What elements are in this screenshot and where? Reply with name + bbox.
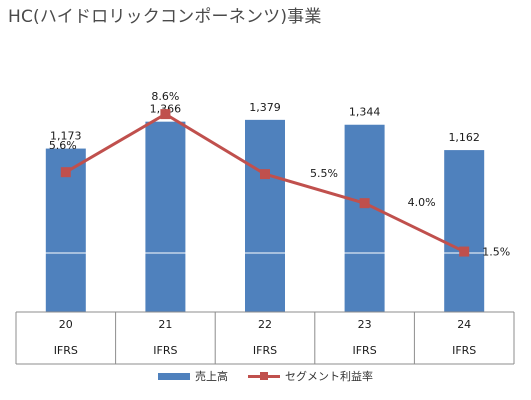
margin-label-23: 4.0% — [408, 196, 436, 209]
margin-point-24 — [459, 246, 470, 257]
bar-label-20: 1,173 — [50, 130, 82, 143]
margin-label-21: 8.6% — [151, 90, 179, 103]
category-label-23: 23 — [358, 318, 372, 331]
category-sublabel-23: IFRS — [352, 344, 376, 357]
category-sublabel-24: IFRS — [452, 344, 476, 357]
legend-swatch-margin — [248, 371, 280, 381]
category-label-21: 21 — [158, 318, 172, 331]
legend: 売上高 セグメント利益率 — [0, 368, 531, 384]
category-label-22: 22 — [258, 318, 272, 331]
legend-item-margin: セグメント利益率 — [248, 368, 373, 384]
margin-point-21 — [160, 109, 171, 120]
margin-point-22 — [260, 169, 270, 180]
category-sublabel-20: IFRS — [54, 344, 78, 357]
category-sublabel-22: IFRS — [253, 344, 277, 357]
legend-swatch-sales — [158, 372, 190, 380]
legend-item-sales: 売上高 — [158, 368, 228, 384]
bar-21 — [145, 121, 186, 312]
margin-point-20 — [60, 167, 71, 178]
bar-24 — [444, 150, 485, 312]
bar-label-24: 1,162 — [448, 131, 480, 144]
category-label-20: 20 — [59, 318, 73, 331]
category-sublabel-21: IFRS — [153, 344, 177, 357]
chart-title: HC(ハイドロリックコンポーネンツ)事業 — [8, 7, 322, 27]
legend-label-sales: 売上高 — [195, 370, 228, 383]
margin-label-24: 1.5% — [482, 246, 510, 259]
margin-label-22: 5.5% — [310, 167, 338, 180]
bar-label-23: 1,344 — [349, 106, 381, 119]
bar-label-22: 1,379 — [249, 101, 281, 114]
margin-point-23 — [359, 198, 370, 209]
bar-23 — [344, 124, 385, 313]
chart-plot: 1,1731,3661,3791,3441,16220IFRS21IFRS22I… — [15, 90, 515, 365]
legend-label-margin: セグメント利益率 — [285, 370, 373, 383]
category-label-24: 24 — [457, 318, 471, 331]
bar-22 — [245, 119, 285, 312]
margin-label-20: 5.6% — [49, 139, 77, 152]
